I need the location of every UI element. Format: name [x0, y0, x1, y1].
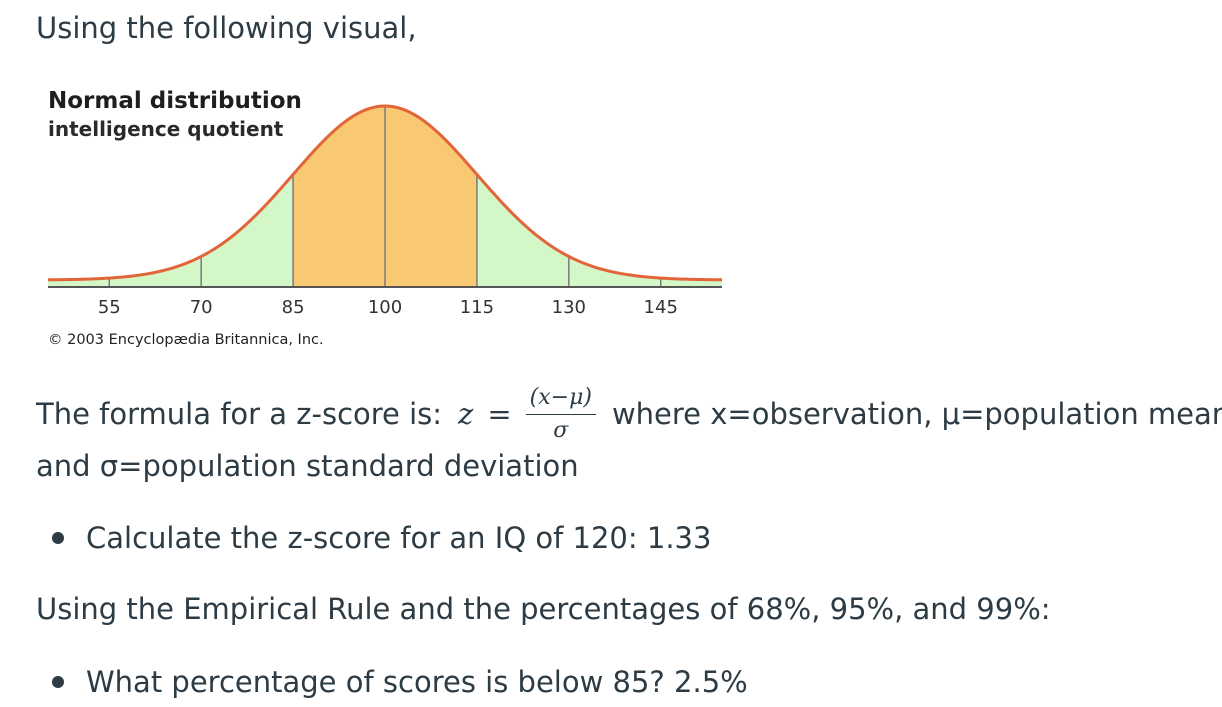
copyright-notice: © 2003 Encyclopædia Britannica, Inc.	[48, 332, 324, 348]
bullet-text-zscore: Calculate the z-score for an IQ of 120: …	[86, 521, 712, 555]
shaded-region-45-85	[48, 174, 294, 287]
formula-lead-text: The formula for a z-score is:	[36, 397, 443, 431]
x-tick-label-100: 100	[368, 297, 402, 318]
x-tick-labels: 55 70 85 100 115 130 145	[98, 297, 678, 318]
empirical-rule-paragraph: Using the Empirical Rule and the percent…	[36, 592, 1051, 626]
shaded-region-115-155	[476, 174, 722, 287]
intro-text: Using the following visual,	[36, 11, 417, 45]
normal-distribution-figure: Normal distribution intelligence quotien…	[40, 75, 740, 360]
x-tick-label-85: 85	[282, 297, 305, 318]
bullet-dot-icon	[52, 532, 64, 544]
normal-distribution-chart: Normal distribution intelligence quotien…	[47, 88, 723, 348]
bullet-dot-icon	[52, 676, 64, 688]
x-tick-label-130: 130	[552, 297, 586, 318]
sd-dividers	[108, 106, 662, 287]
formula-equals: =	[487, 397, 512, 431]
bullet-text-percentage: What percentage of scores is below 85? 2…	[86, 665, 748, 699]
x-tick-label-70: 70	[190, 297, 213, 318]
bell-curve	[47, 104, 723, 282]
formula-continuation-text: and σ=population standard deviation	[36, 449, 579, 483]
formula-fraction: (x−μ) σ	[525, 384, 596, 445]
x-tick-label-145: 145	[644, 297, 678, 318]
x-tick-label-55: 55	[98, 297, 121, 318]
formula-trailing-text: where x=observation, μ=population mean,	[611, 397, 1222, 431]
zscore-formula-line: The formula for a z-score is: z = (x−μ) …	[36, 378, 1222, 450]
formula-denominator: σ	[553, 417, 569, 443]
chart-subtitle: intelligence quotient	[48, 117, 284, 141]
chart-title: Normal distribution	[48, 88, 302, 114]
bullet-item-percentage: What percentage of scores is below 85? 2…	[52, 662, 748, 702]
formula-z-symbol: z	[458, 397, 474, 431]
bullet-item-zscore: Calculate the z-score for an IQ of 120: …	[52, 518, 711, 558]
formula-numerator: (x−μ)	[525, 384, 596, 415]
x-tick-label-115: 115	[460, 297, 494, 318]
